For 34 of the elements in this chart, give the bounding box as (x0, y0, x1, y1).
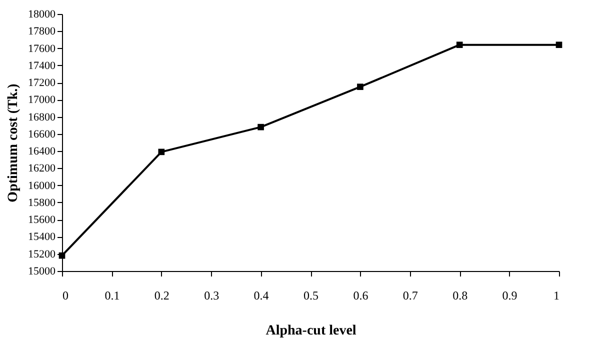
y-tick-label: 16000 (28, 180, 56, 192)
y-tick-label: 16400 (28, 146, 56, 158)
y-tick-label: 17200 (28, 77, 56, 90)
y-tick-label: 17800 (28, 26, 56, 38)
x-tick-label: 0.4 (254, 288, 269, 302)
y-tick-label: 15600 (28, 214, 56, 226)
x-tick-label: 0.3 (204, 288, 220, 302)
x-tick-label: 0.7 (402, 288, 418, 302)
point (258, 124, 264, 130)
x-axis-title: Alpha-cut level (266, 324, 356, 338)
y-tick-label: 15400 (28, 231, 56, 244)
x-tick-label: 0 (62, 288, 68, 302)
y-tick-label: 16200 (28, 162, 56, 175)
x-tick-label: 0.8 (452, 288, 468, 302)
y-tick-label: 16800 (28, 111, 56, 124)
x-tick-label: 0.1 (104, 288, 120, 302)
y-tick-label: 17400 (28, 60, 56, 72)
x-tick-label: 0.6 (353, 288, 368, 302)
y-tick-label: 17600 (28, 42, 56, 55)
y-axis-title: Optimum cost (Tk.) (6, 83, 21, 202)
y-tick-label: 17000 (28, 94, 56, 106)
x-tick-label: 0.5 (304, 288, 318, 302)
point (456, 42, 463, 48)
x-tick-label: 0.2 (154, 288, 170, 302)
point (158, 148, 165, 156)
y-tick-label: 15800 (28, 196, 56, 209)
y-tick-label: 16600 (28, 128, 56, 140)
point (357, 84, 364, 90)
x-tick-label: 0.9 (502, 288, 518, 302)
x-tick-label: 1 (554, 288, 560, 302)
y-tick-label: 15000 (28, 266, 56, 278)
point (556, 42, 562, 48)
y-tick-label: 18000 (28, 8, 56, 20)
y-tick-label: 15200 (28, 248, 56, 260)
